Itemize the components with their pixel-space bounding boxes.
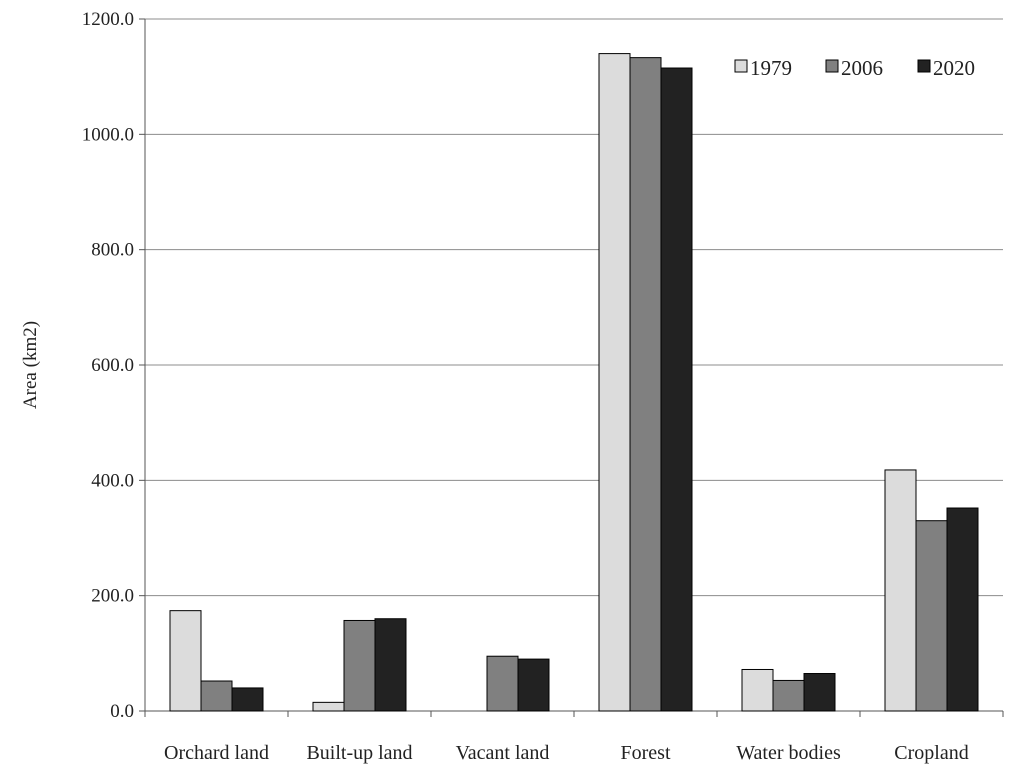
legend-swatch-1979: [734, 59, 748, 73]
y-axis-title: Area (km2): [20, 321, 41, 409]
x-category-label: Forest: [621, 742, 671, 764]
x-category-label: Orchard land: [164, 742, 269, 764]
bar-2020-forest: [660, 67, 693, 712]
y-tick-label: 400.0: [91, 470, 134, 491]
legend: 1979 2006 2020: [734, 56, 975, 80]
legend-label-2020: 2020: [933, 56, 975, 80]
bar-2006-cropland: [915, 520, 948, 712]
bar-2020-cropland: [946, 507, 979, 712]
x-category-label: Built-up land: [306, 742, 412, 764]
legend-label-2006: 2006: [841, 56, 883, 80]
y-tick-label: 0.0: [110, 701, 134, 722]
labels: 0.0 200.0 400.0 600.0 800.0 1000.0 1200.0 Orcha…: [82, 9, 969, 764]
bar-2020-water-bodies: [803, 673, 836, 712]
axes: [139, 18, 1004, 717]
y-tick-label: 800.0: [91, 240, 134, 261]
bar-1979-water-bodies: [741, 668, 774, 712]
legend-label-1979: 1979: [750, 56, 792, 80]
bar-2020-vacant-land: [517, 658, 550, 712]
bar-2020-built-up-land: [374, 618, 407, 712]
bar-1979-orchard-land: [169, 610, 202, 712]
bar-1979-cropland: [884, 469, 917, 712]
y-tick-label: 1000.0: [82, 124, 134, 145]
x-category-label: Water bodies: [736, 742, 841, 764]
x-category-label: Vacant land: [456, 742, 550, 764]
bar-2006-water-bodies: [772, 679, 805, 712]
bar-2006-forest: [629, 57, 662, 712]
gridlines: [145, 18, 1003, 597]
legend-swatch-2020: [917, 59, 931, 73]
legend-swatch-2006: [825, 59, 839, 73]
bar-1979-built-up-land: [312, 701, 345, 712]
bar-2006-orchard-land: [200, 680, 233, 712]
bar-2006-vacant-land: [486, 655, 519, 712]
bars: [169, 53, 979, 712]
bar-2020-orchard-land: [231, 687, 264, 712]
bar-1979-forest: [598, 53, 631, 712]
bar-2006-built-up-land: [343, 619, 376, 712]
x-category-label: Cropland: [894, 742, 968, 764]
y-tick-label: 200.0: [91, 586, 134, 607]
y-tick-label: 1200.0: [82, 9, 134, 30]
y-tick-label: 600.0: [91, 355, 134, 376]
